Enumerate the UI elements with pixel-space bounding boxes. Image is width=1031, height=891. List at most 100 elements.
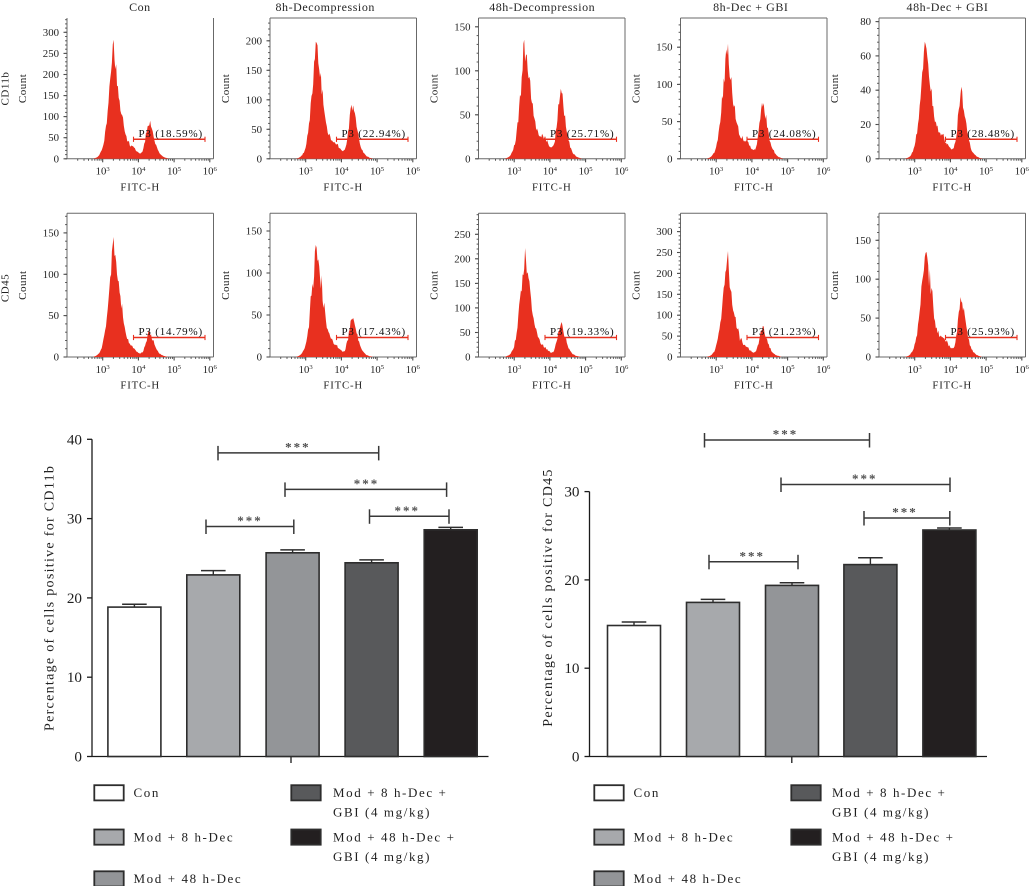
svg-text:Mod + 48 h-Dec: Mod + 48 h-Dec: [134, 871, 243, 886]
svg-text:FITC-H: FITC-H: [532, 380, 572, 392]
svg-text:Count: Count: [220, 74, 232, 103]
svg-text:Percentage of cells positive f: Percentage of cells positive for CD45: [541, 468, 556, 726]
svg-text:Count: Count: [631, 74, 643, 103]
svg-text:0: 0: [465, 352, 470, 364]
svg-text:FITC-H: FITC-H: [323, 182, 363, 194]
svg-text:Con: Con: [129, 0, 151, 14]
svg-text:48h-Dec + GBI: 48h-Dec + GBI: [907, 0, 989, 14]
svg-text:200: 200: [656, 268, 672, 280]
svg-text:***: ***: [740, 548, 766, 563]
svg-text:GBI (4 mg/kg): GBI (4 mg/kg): [333, 849, 431, 864]
svg-text:Con: Con: [134, 785, 160, 800]
svg-text:P3 (14.79%): P3 (14.79%): [139, 326, 203, 338]
svg-text:30: 30: [67, 511, 83, 528]
svg-text:100: 100: [43, 269, 59, 281]
svg-text:20: 20: [860, 119, 871, 131]
svg-text:100: 100: [855, 274, 871, 286]
svg-text:Count: Count: [17, 270, 29, 299]
svg-text:Count: Count: [829, 270, 841, 299]
svg-text:P3 (17.43%): P3 (17.43%): [342, 326, 406, 338]
svg-text:100: 100: [246, 268, 262, 280]
svg-text:100: 100: [454, 65, 470, 77]
svg-text:200: 200: [43, 69, 59, 81]
svg-text:10: 10: [67, 669, 83, 686]
svg-text:150: 150: [656, 42, 672, 54]
svg-text:150: 150: [246, 65, 262, 77]
svg-text:Mod + 8 h-Dec: Mod + 8 h-Dec: [134, 829, 235, 844]
svg-text:200: 200: [454, 253, 470, 265]
svg-text:Count: Count: [829, 74, 841, 103]
svg-text:60: 60: [860, 50, 871, 62]
svg-text:50: 50: [460, 109, 471, 121]
svg-text:FITC-H: FITC-H: [120, 380, 160, 392]
svg-text:0: 0: [54, 352, 59, 364]
svg-text:150: 150: [454, 278, 470, 290]
svg-text:0: 0: [54, 153, 59, 165]
svg-text:250: 250: [43, 48, 59, 60]
svg-text:Mod + 8 h-Dec: Mod + 8 h-Dec: [634, 829, 735, 844]
svg-text:***: ***: [237, 513, 263, 528]
svg-text:250: 250: [454, 229, 470, 241]
svg-text:P3 (25.93%): P3 (25.93%): [951, 326, 1015, 338]
svg-text:P3 (21.23%): P3 (21.23%): [752, 326, 816, 338]
svg-text:50: 50: [662, 116, 673, 128]
svg-text:50: 50: [251, 124, 262, 136]
svg-text:0: 0: [257, 153, 262, 165]
svg-text:300: 300: [43, 27, 59, 39]
svg-text:30: 30: [564, 484, 580, 501]
svg-text:CD45: CD45: [0, 274, 12, 302]
svg-text:150: 150: [454, 21, 470, 33]
svg-text:20: 20: [564, 572, 580, 589]
svg-text:150: 150: [855, 235, 871, 247]
svg-text:48h-Decompression: 48h-Decompression: [489, 0, 595, 14]
svg-text:FITC-H: FITC-H: [932, 380, 972, 392]
svg-text:150: 150: [246, 226, 262, 238]
svg-text:GBI (4 mg/kg): GBI (4 mg/kg): [832, 805, 930, 820]
svg-text:100: 100: [656, 79, 672, 91]
svg-text:0: 0: [667, 153, 672, 165]
svg-text:Count: Count: [428, 270, 440, 299]
svg-text:P3 (18.59%): P3 (18.59%): [139, 128, 203, 140]
svg-text:Mod + 8 h-Dec +: Mod + 8 h-Dec +: [333, 785, 447, 800]
svg-text:100: 100: [43, 111, 59, 123]
svg-text:40: 40: [67, 431, 83, 448]
svg-text:Mod + 48 h-Dec +: Mod + 48 h-Dec +: [333, 829, 456, 844]
svg-text:150: 150: [43, 90, 59, 102]
svg-text:0: 0: [866, 352, 871, 364]
svg-text:Count: Count: [17, 74, 29, 103]
svg-text:Mod + 48 h-Dec: Mod + 48 h-Dec: [634, 871, 743, 886]
svg-text:FITC-H: FITC-H: [932, 182, 972, 194]
svg-text:CD11b: CD11b: [0, 72, 12, 106]
svg-text:Count: Count: [220, 270, 232, 299]
svg-text:FITC-H: FITC-H: [532, 182, 572, 194]
svg-text:***: ***: [852, 471, 878, 486]
svg-text:0: 0: [257, 352, 262, 364]
svg-text:***: ***: [773, 427, 799, 442]
svg-text:0: 0: [667, 352, 672, 364]
svg-text:100: 100: [246, 94, 262, 106]
svg-text:300: 300: [656, 226, 672, 238]
svg-text:50: 50: [48, 132, 59, 144]
svg-text:P3 (22.94%): P3 (22.94%): [342, 128, 406, 140]
svg-text:50: 50: [860, 313, 871, 325]
svg-text:40: 40: [860, 85, 871, 97]
svg-text:***: ***: [354, 476, 380, 491]
svg-text:Count: Count: [429, 74, 441, 103]
svg-text:Con: Con: [634, 785, 660, 800]
svg-text:8h-Dec + GBI: 8h-Dec + GBI: [713, 0, 788, 14]
svg-text:0: 0: [465, 153, 470, 165]
svg-text:0: 0: [866, 153, 871, 165]
svg-text:***: ***: [285, 439, 311, 454]
svg-text:50: 50: [251, 310, 262, 322]
svg-text:FITC-H: FITC-H: [734, 380, 774, 392]
svg-text:P3 (24.08%): P3 (24.08%): [752, 128, 816, 140]
svg-text:0: 0: [572, 749, 580, 766]
svg-text:50: 50: [460, 327, 471, 339]
svg-text:150: 150: [43, 227, 59, 239]
svg-text:P3 (25.71%): P3 (25.71%): [550, 128, 614, 140]
svg-text:50: 50: [48, 310, 59, 322]
svg-text:150: 150: [656, 289, 672, 301]
svg-text:P3 (28.48%): P3 (28.48%): [951, 128, 1015, 140]
svg-text:80: 80: [860, 16, 871, 28]
svg-text:FITC-H: FITC-H: [323, 380, 363, 392]
